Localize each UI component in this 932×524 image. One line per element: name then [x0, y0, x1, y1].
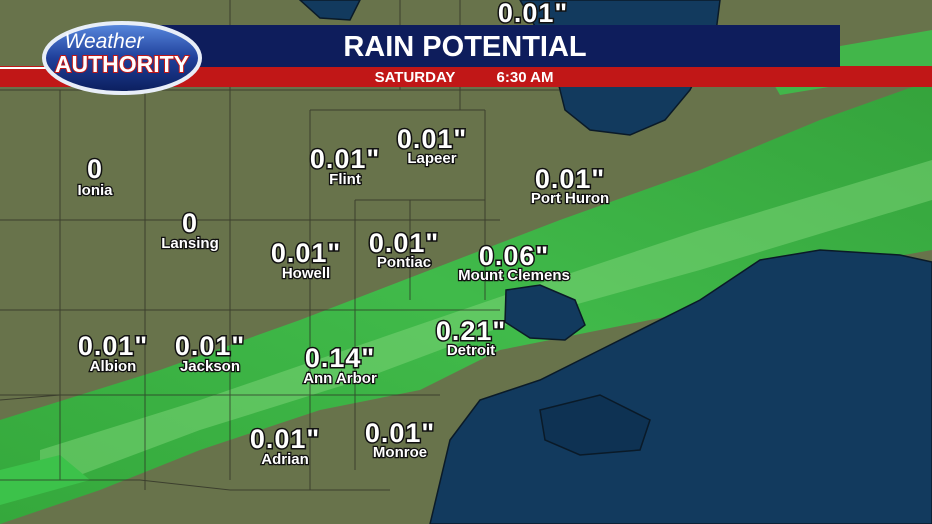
city-name: Ann Arbor — [303, 370, 377, 387]
city-labels: 0Ionia0Lansing0.01"Flint0.01"Lapeer0.01"… — [76, 123, 610, 470]
rain-amount: 0.01" — [397, 124, 467, 154]
rain-amount: 0.06" — [479, 241, 549, 271]
rain-amount: 0.01" — [535, 164, 605, 194]
rain-amount: 0.01" — [250, 424, 320, 454]
rain-amount: 0.01" — [369, 228, 439, 258]
city-name: Mount Clemens — [458, 267, 570, 284]
city-name: Lansing — [161, 235, 219, 252]
header: RAIN POTENTIAL SATURDAY 6:30 AM — [0, 25, 932, 87]
logo: Weather AUTHORITY — [42, 21, 202, 95]
rain-amount: 0.01" — [175, 331, 245, 361]
city-name: Lapeer — [407, 150, 456, 167]
city-name: Port Huron — [531, 190, 609, 207]
city-name: Adrian — [261, 451, 309, 468]
day: SATURDAY — [375, 69, 456, 86]
subtitle-bar — [0, 66, 932, 87]
city-name: Flint — [329, 171, 361, 188]
city-name: Monroe — [373, 444, 427, 461]
rain-amount: 0.14" — [305, 343, 375, 373]
rain-amount: 0.01" — [78, 331, 148, 361]
logo-line2: AUTHORITY — [55, 51, 189, 77]
title: RAIN POTENTIAL — [343, 31, 586, 63]
rain-amount: 0.21" — [436, 316, 506, 346]
city-name: Detroit — [447, 342, 495, 359]
title-bar — [150, 25, 840, 67]
city-name: Jackson — [180, 358, 240, 375]
logo-line1: Weather — [65, 30, 145, 53]
time: 6:30 AM — [497, 69, 554, 86]
rain-amount: 0.01" — [271, 238, 341, 268]
rain-amount: 0.01" — [310, 144, 380, 174]
rain-amount: 0 — [87, 154, 103, 184]
partial-amount: 0.01" — [498, 0, 568, 28]
city-name: Albion — [90, 358, 137, 375]
rain-amount: 0.01" — [365, 418, 435, 448]
city-name: Ionia — [77, 182, 113, 199]
city-name: Howell — [282, 265, 330, 282]
city-name: Pontiac — [377, 254, 431, 271]
rain-amount: 0 — [182, 208, 198, 238]
